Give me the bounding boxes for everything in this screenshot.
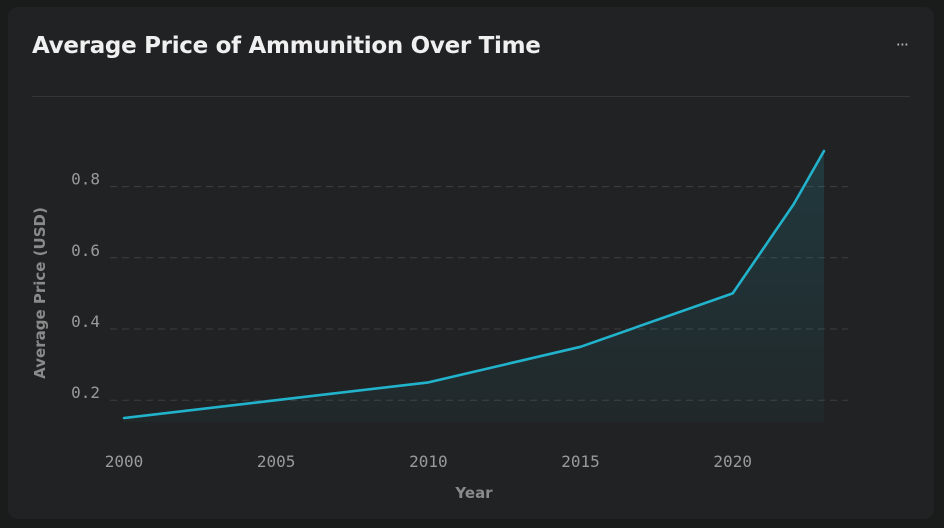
- data-point[interactable]: [578, 344, 584, 350]
- series-line: [122, 149, 826, 420]
- data-point[interactable]: [730, 290, 736, 296]
- x-tick-label: 2015: [561, 452, 600, 471]
- x-tick-label: 2005: [257, 452, 296, 471]
- chart-title: Average Price of Ammunition Over Time: [32, 33, 541, 59]
- x-tick-label: 2010: [409, 452, 448, 471]
- x-tick-label: 2020: [713, 452, 752, 471]
- series-line-group: [121, 148, 827, 421]
- x-axis-label: Year: [454, 484, 493, 502]
- x-tick-label: 2000: [105, 452, 144, 471]
- y-axis-ticks: 0.2 0.4 0.6 0.8: [71, 170, 100, 403]
- x-axis-ticks: 2000 2005 2010 2015 2020: [105, 452, 752, 471]
- data-point[interactable]: [273, 397, 279, 403]
- y-tick-label: 0.8: [71, 170, 100, 189]
- data-point[interactable]: [121, 415, 127, 421]
- data-point[interactable]: [425, 379, 431, 385]
- area-fill-group: [124, 151, 824, 422]
- y-tick-label: 0.6: [71, 241, 100, 260]
- area-fill: [124, 151, 824, 422]
- data-point[interactable]: [821, 148, 827, 154]
- y-tick-label: 0.2: [71, 383, 100, 402]
- y-tick-label: 0.4: [71, 312, 100, 331]
- y-axis-label: Average Price (USD): [31, 207, 49, 379]
- more-options-icon[interactable]: ···: [895, 35, 909, 54]
- data-point[interactable]: [791, 201, 797, 207]
- header-divider: [32, 96, 910, 97]
